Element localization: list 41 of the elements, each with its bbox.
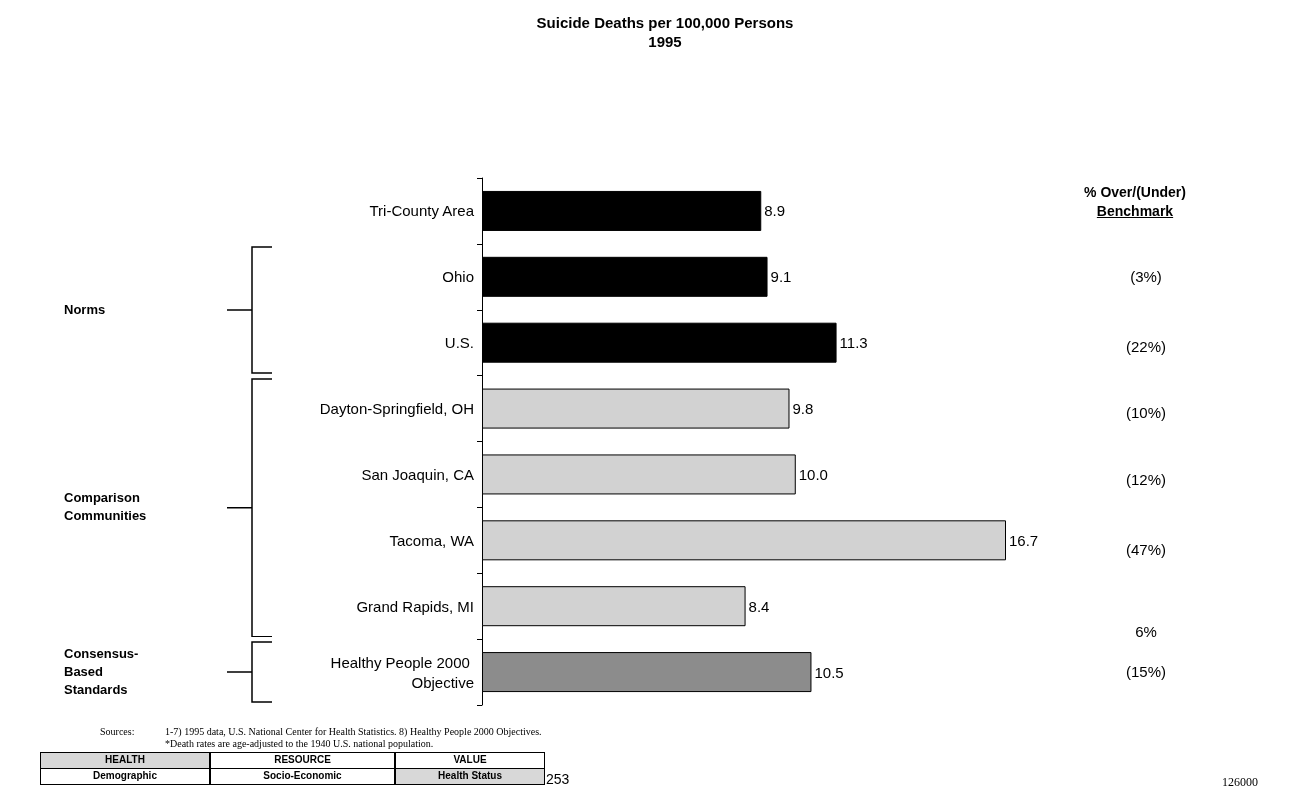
- text: VALUE: [395, 752, 545, 769]
- text: Comparison Communities: [64, 489, 148, 526]
- y-tick-label: Grand Rapids, MI: [356, 597, 474, 615]
- data-label: 11.3: [839, 334, 868, 352]
- source-note: Sources:: [100, 726, 135, 737]
- y-tick-label: San Joaquin, CA: [361, 465, 474, 483]
- data-label: 8.9: [764, 202, 786, 220]
- text: (22%): [1125, 337, 1167, 355]
- data-label: 8.4: [748, 597, 770, 615]
- text: 253: [546, 771, 570, 787]
- text: 1-7) 1995 data, U.S. National Center for Health Statistics. 8) Healthy People 2000 Objectives.: [165, 726, 542, 737]
- data-label: 9.1: [770, 268, 792, 286]
- y-tick-label: U.S.: [444, 334, 474, 352]
- text: (12%): [1125, 471, 1167, 489]
- text: Norms: [64, 300, 107, 319]
- y-tick-label: Healthy People 2000 Objective: [330, 653, 474, 691]
- data-label: 10.0: [798, 465, 828, 483]
- y-tick-label: Dayton-Springfield, OH: [319, 400, 474, 418]
- text: Demographic: [40, 768, 210, 785]
- text: (3%): [1130, 267, 1162, 285]
- data-label: 16.7: [1009, 531, 1039, 549]
- text: (15%): [1125, 663, 1167, 681]
- data-label: 9.8: [792, 400, 814, 418]
- text: 126000: [1222, 775, 1258, 790]
- text: (47%): [1125, 541, 1167, 559]
- text: % Over/(Under): [1084, 184, 1186, 200]
- text: Health Status: [395, 768, 545, 785]
- y-tick-label: Tri-County Area: [369, 202, 475, 220]
- text: (10%): [1125, 403, 1167, 421]
- text: 6%: [1135, 623, 1157, 641]
- chart-subtitle: 1995: [648, 33, 682, 50]
- text: Consensus-Based Standards: [64, 645, 140, 700]
- text: Socio-Economic: [210, 768, 395, 785]
- text: HEALTH: [40, 752, 210, 769]
- text: RESOURCE: [210, 752, 395, 769]
- text: *Death rates are age-adjusted to the 1940 U.S. national population.: [165, 738, 434, 749]
- text: Benchmark: [1096, 203, 1174, 219]
- y-tick-label: Ohio: [442, 268, 474, 286]
- data-label: 10.5: [814, 663, 844, 681]
- y-tick-label: Tacoma, WA: [389, 531, 474, 549]
- chart-title: Suicide Deaths per 100,000 Persons: [536, 14, 794, 31]
